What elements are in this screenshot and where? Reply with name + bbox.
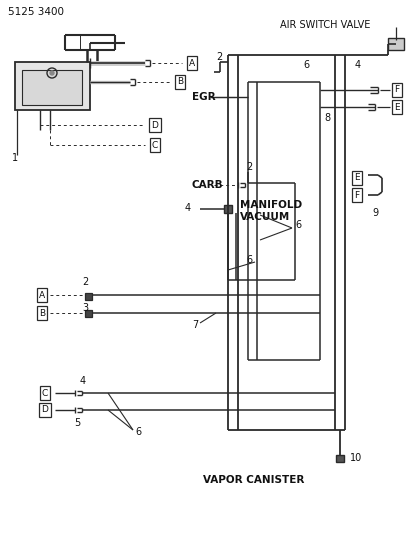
Text: 7: 7 (192, 320, 198, 330)
Text: 6: 6 (295, 220, 301, 230)
Bar (15, 62, 90, 110)
Text: 10: 10 (350, 453, 362, 463)
Text: B: B (39, 309, 45, 318)
Text: VACUUM: VACUUM (240, 212, 290, 222)
Text: 2: 2 (82, 277, 88, 287)
Text: 8: 8 (324, 113, 330, 123)
Text: 5125 3400: 5125 3400 (8, 7, 64, 17)
Text: D: D (42, 406, 49, 415)
Bar (85, 310, 92, 317)
Bar (224, 205, 232, 213)
Text: C: C (152, 141, 158, 149)
Text: VAPOR CANISTER: VAPOR CANISTER (203, 475, 305, 485)
Text: E: E (354, 174, 360, 182)
Text: 9: 9 (372, 208, 378, 218)
Text: 2: 2 (246, 162, 252, 172)
Text: AIR SWITCH VALVE: AIR SWITCH VALVE (280, 20, 370, 30)
Text: MANIFOLD: MANIFOLD (240, 200, 302, 210)
Text: CARB: CARB (192, 180, 224, 190)
Text: 1: 1 (12, 153, 18, 163)
Text: A: A (189, 59, 195, 68)
Text: C: C (42, 389, 48, 398)
Text: F: F (355, 190, 359, 199)
Text: B: B (177, 77, 183, 86)
Bar (388, 38, 404, 50)
Text: 2: 2 (216, 52, 222, 62)
Circle shape (50, 71, 54, 75)
Text: 6: 6 (135, 427, 141, 437)
Text: E: E (394, 102, 400, 111)
Text: 6: 6 (303, 60, 309, 70)
Text: 3: 3 (82, 303, 88, 313)
Text: 4: 4 (80, 376, 86, 386)
Text: 6: 6 (246, 255, 252, 265)
Bar (336, 455, 344, 462)
Bar (22, 70, 82, 105)
Text: 4: 4 (185, 203, 191, 213)
Text: 5: 5 (74, 418, 80, 428)
Text: F: F (395, 85, 399, 94)
Text: EGR: EGR (192, 92, 215, 102)
Text: A: A (39, 290, 45, 300)
Bar (85, 293, 92, 300)
Text: 4: 4 (355, 60, 361, 70)
Text: D: D (151, 120, 158, 130)
